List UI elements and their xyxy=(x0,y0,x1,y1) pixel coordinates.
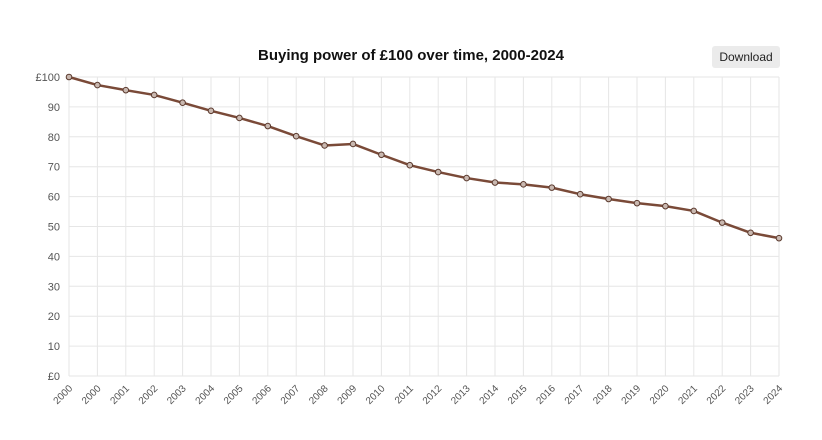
x-tick-label: 2005 xyxy=(222,383,246,407)
download-button[interactable]: Download xyxy=(712,46,780,68)
data-point[interactable] xyxy=(633,199,641,207)
data-point[interactable] xyxy=(122,86,130,94)
data-point[interactable] xyxy=(292,132,300,140)
x-tick-label: 2017 xyxy=(563,383,587,407)
x-tick-label: 2000 xyxy=(52,383,76,407)
x-tick-label: 2013 xyxy=(449,383,473,407)
x-tick-label: 2010 xyxy=(364,383,388,407)
data-point[interactable] xyxy=(406,161,414,169)
x-tick-label: 2018 xyxy=(591,383,615,407)
y-tick-label: 50 xyxy=(48,222,60,234)
data-point[interactable] xyxy=(718,219,726,226)
x-tick-label: 2024 xyxy=(762,383,786,407)
y-tick-label: 90 xyxy=(48,102,60,114)
data-point[interactable] xyxy=(463,174,470,182)
x-tick-label: 2020 xyxy=(648,383,672,407)
data-point[interactable] xyxy=(236,114,243,122)
data-point[interactable] xyxy=(150,91,158,99)
data-point[interactable] xyxy=(576,190,584,198)
x-tick-label: 2001 xyxy=(108,383,132,407)
y-tick-label: £100 xyxy=(36,72,60,84)
x-tick-label: 2002 xyxy=(137,383,161,407)
x-tick-label: 2012 xyxy=(421,383,445,407)
y-tick-label: £0 xyxy=(48,371,60,383)
x-tick-label: 2014 xyxy=(478,383,502,407)
x-tick-label: 2015 xyxy=(506,383,530,407)
x-tick-label: 2006 xyxy=(250,383,274,407)
y-tick-label: 80 xyxy=(48,132,60,144)
chart-title: Buying power of £100 over time, 2000-202… xyxy=(258,47,564,64)
x-tick-label: 2008 xyxy=(307,383,331,407)
x-tick-label: 2000 xyxy=(80,383,104,407)
x-tick-label: 2023 xyxy=(733,383,757,407)
series-layer xyxy=(65,73,783,242)
x-tick-label: 2021 xyxy=(676,383,700,407)
data-point[interactable] xyxy=(520,181,527,188)
data-point[interactable] xyxy=(94,81,101,89)
x-tick-label: 2019 xyxy=(620,383,644,407)
data-point[interactable] xyxy=(548,184,556,191)
data-point[interactable] xyxy=(491,179,499,186)
y-tick-label: 70 xyxy=(48,162,60,174)
y-tick-label: 60 xyxy=(48,192,60,204)
data-point[interactable] xyxy=(434,168,442,176)
x-tick-label: 2009 xyxy=(336,383,360,407)
x-tick-label: 2022 xyxy=(705,383,729,407)
data-point[interactable] xyxy=(207,107,215,115)
y-tick-label: 10 xyxy=(48,341,60,353)
y-axis-ticks: £0 10 20 30 40 50 60 70 80 90 £100 xyxy=(36,72,60,383)
x-tick-label: 2011 xyxy=(393,383,416,406)
x-tick-label: 2003 xyxy=(165,383,189,407)
y-tick-label: 30 xyxy=(48,281,60,293)
data-point[interactable] xyxy=(605,195,612,203)
x-tick-label: 2007 xyxy=(279,383,303,407)
x-axis-ticks: 2000 2000 2001 2002 2003 2004 2005 2006 2007 2008… xyxy=(52,383,786,407)
y-tick-label: 20 xyxy=(48,311,60,323)
data-point[interactable] xyxy=(321,142,328,149)
data-point[interactable] xyxy=(662,202,669,210)
data-point[interactable] xyxy=(378,151,385,159)
series-line xyxy=(68,75,780,240)
x-tick-label: 2004 xyxy=(194,383,218,407)
data-point[interactable] xyxy=(690,207,698,215)
x-tick-label: 2016 xyxy=(534,383,558,407)
y-tick-label: 40 xyxy=(48,251,60,263)
grid-lines xyxy=(68,76,780,377)
data-point[interactable] xyxy=(264,122,272,130)
data-point[interactable] xyxy=(179,99,186,107)
data-point[interactable] xyxy=(349,140,357,148)
data-point[interactable] xyxy=(775,234,783,242)
data-point[interactable] xyxy=(747,229,754,237)
data-point[interactable] xyxy=(65,73,73,81)
